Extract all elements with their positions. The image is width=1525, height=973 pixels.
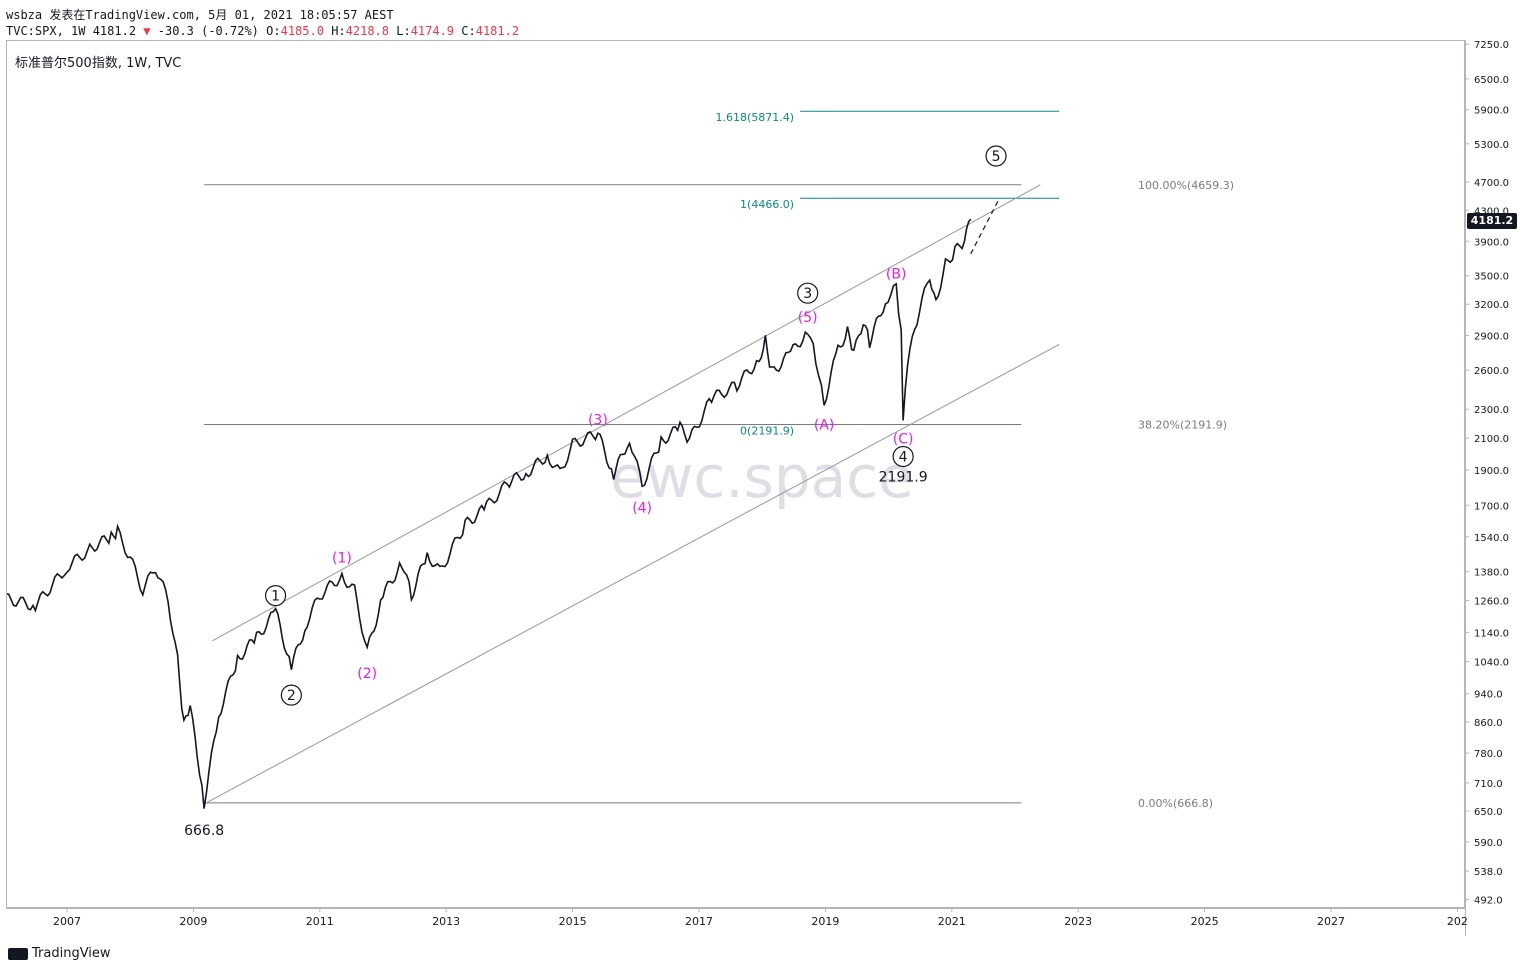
price-tick-label: 1380.0 xyxy=(1474,568,1509,579)
time-tick-label: 2027 xyxy=(1317,915,1345,928)
price-scale[interactable] xyxy=(1465,40,1522,936)
fib-retracement-label: 100.00%(4659.3) xyxy=(1138,179,1234,192)
fib-extension-label: 1(4466.0) xyxy=(740,198,794,211)
wave-label: (2) xyxy=(357,666,377,682)
price-tick-label: 2100.0 xyxy=(1474,434,1509,445)
low-label: L: xyxy=(396,24,411,38)
price-tick-label: 7250.0 xyxy=(1474,40,1509,51)
fib-extension-label: 1.618(5871.4) xyxy=(716,111,795,124)
wave-5-circle xyxy=(985,145,1007,167)
price-tick-label: 590.0 xyxy=(1474,838,1503,849)
tradingview-brand[interactable]: TradingView xyxy=(8,946,111,961)
symbol-label: TVC:SPX, 1W 4181.2 xyxy=(6,24,137,38)
price-tick-label: 5300.0 xyxy=(1474,140,1509,151)
time-tick-label: 2017 xyxy=(685,915,713,928)
brand-label: TradingView xyxy=(32,946,111,961)
time-tick-label: 202 xyxy=(1447,915,1468,928)
projection-line xyxy=(970,198,1000,255)
wave-label: (A) xyxy=(814,417,835,433)
time-tick-label: 2011 xyxy=(306,915,334,928)
last-price-tag: 4181.2 xyxy=(1467,213,1517,229)
wave-label: 2 xyxy=(287,688,296,704)
time-tick-label: 2009 xyxy=(179,915,207,928)
channel-upper-line xyxy=(212,184,1041,642)
price-tick-label: 2900.0 xyxy=(1474,332,1509,343)
price-tick-label: 5900.0 xyxy=(1474,106,1509,117)
wave-label: (4) xyxy=(632,500,652,516)
wave-label: 1 xyxy=(271,589,280,605)
wave-label: (1) xyxy=(332,551,352,567)
wave-label: 666.8 xyxy=(184,823,224,839)
time-tick-label: 2025 xyxy=(1191,915,1219,928)
price-tick-label: 538.0 xyxy=(1474,867,1503,878)
price-tick-label: 1260.0 xyxy=(1474,597,1509,608)
price-tick-label: 940.0 xyxy=(1474,690,1503,701)
price-tick-label: 2300.0 xyxy=(1474,405,1509,416)
wave-label: (C) xyxy=(893,432,914,448)
price-tick-label: 1040.0 xyxy=(1474,658,1509,669)
high-label: H: xyxy=(331,24,346,38)
chart-legend: 标准普尔500指数, 1W, TVC xyxy=(15,56,181,71)
price-tick-label: 3900.0 xyxy=(1474,237,1509,248)
close-label: C: xyxy=(461,24,476,38)
wave-label: (3) xyxy=(588,413,608,429)
price-tick-label: 780.0 xyxy=(1474,749,1503,760)
price-tick-label: 860.0 xyxy=(1474,718,1503,729)
ohlc-line: TVC:SPX, 1W 4181.2 ▼ -30.3 (-0.72%) O:41… xyxy=(6,24,519,38)
price-tick-label: 3500.0 xyxy=(1474,272,1509,283)
wave-label: 5 xyxy=(992,149,1001,165)
wave-label: (B) xyxy=(886,267,907,283)
publish-info: wsbza 发表在TradingView.com, 5月 01, 2021 18… xyxy=(6,8,394,22)
price-tick-label: 6500.0 xyxy=(1474,75,1509,86)
change-value: -30.3 (-0.72%) xyxy=(157,24,259,38)
fib-extension-label: 0(2191.9) xyxy=(740,425,794,438)
time-tick-label: 2015 xyxy=(559,915,587,928)
price-tick-label: 4300.0 xyxy=(1474,206,1509,217)
chart-pane[interactable] xyxy=(6,40,1465,908)
time-tick-label: 2021 xyxy=(938,915,966,928)
open-label: O: xyxy=(266,24,281,38)
price-tick-label: 1700.0 xyxy=(1474,501,1509,512)
high-value: 4218.8 xyxy=(345,24,389,38)
watermark-text: ewc.space xyxy=(610,443,914,511)
price-tick-label: 2600.0 xyxy=(1474,366,1509,377)
wave-label: 3 xyxy=(803,286,812,302)
price-tick-label: 1540.0 xyxy=(1474,533,1509,544)
wave-1-circle xyxy=(264,584,287,607)
price-tick-label: 3200.0 xyxy=(1474,300,1509,311)
time-axis[interactable] xyxy=(6,908,1465,937)
price-tick-label: 1140.0 xyxy=(1474,628,1509,639)
price-tick-label: 4700.0 xyxy=(1474,178,1509,189)
wave-label: 4 xyxy=(899,450,908,466)
time-tick-label: 2007 xyxy=(53,915,81,928)
fib-retracement-label: 0.00%(666.8) xyxy=(1138,797,1213,810)
time-tick-label: 2013 xyxy=(432,915,460,928)
low-value: 4174.9 xyxy=(410,24,455,38)
price-tick-label: 710.0 xyxy=(1474,779,1503,790)
channel-lower-line xyxy=(205,343,1060,804)
tradingview-logo-icon xyxy=(8,947,28,960)
down-arrow-icon: ▼ xyxy=(143,24,151,38)
wave-2-circle xyxy=(280,684,302,706)
wave-3-circle xyxy=(797,282,819,304)
price-tick-label: 492.0 xyxy=(1474,896,1503,907)
time-tick-label: 2019 xyxy=(811,915,839,928)
wave-label: 2191.9 xyxy=(879,470,928,486)
time-tick-label: 2023 xyxy=(1064,915,1092,928)
open-value: 4185.0 xyxy=(280,24,324,38)
close-value: 4181.2 xyxy=(475,24,520,38)
price-series xyxy=(7,218,972,809)
fib-retracement-label: 38.20%(2191.9) xyxy=(1138,419,1227,432)
price-tick-label: 650.0 xyxy=(1474,807,1503,818)
wave-label: (5) xyxy=(798,310,818,326)
price-tick-label: 1900.0 xyxy=(1474,466,1509,477)
wave-4-circle xyxy=(892,445,914,468)
